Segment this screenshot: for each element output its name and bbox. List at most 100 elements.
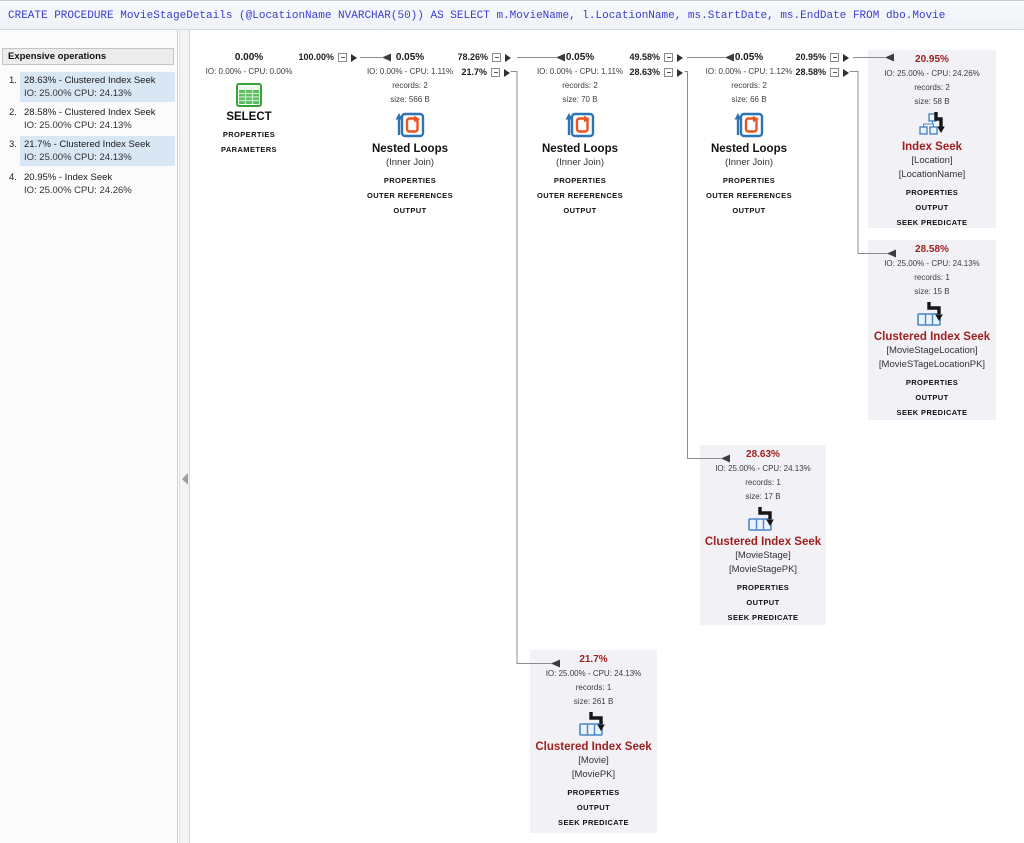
node-link-parameters[interactable]: PARAMETERS: [221, 145, 277, 154]
collapse-box-icon[interactable]: [830, 53, 839, 62]
plan-node-cis-moviestage[interactable]: 28.63% IO: 25.00% - CPU: 24.13% records:…: [700, 449, 826, 622]
node-size: size: 58 B: [914, 97, 950, 106]
item-highlight: [20, 136, 175, 166]
node-link-outer-references[interactable]: OUTER REFERENCES: [537, 191, 623, 200]
item-operation: 20.95% - Index Seek: [24, 172, 113, 183]
arrow-right-icon: [677, 68, 683, 77]
node-name: Clustered Index Seek: [535, 741, 652, 753]
node-link-output[interactable]: OUTPUT: [732, 206, 766, 215]
select-result-icon: [189, 81, 309, 109]
node-name: Nested Loops: [371, 143, 449, 155]
node-link-properties[interactable]: PROPERTIES: [553, 176, 607, 185]
expensive-op-item-3[interactable]: 3. 21.7% - Clustered Index Seek IO: 25.0…: [0, 136, 178, 168]
node-link-properties[interactable]: PROPERTIES: [736, 583, 790, 592]
collapse-box-icon[interactable]: [492, 53, 501, 62]
node-index: [MovieStagePK]: [728, 564, 798, 575]
node-name: Index Seek: [901, 141, 963, 153]
node-records: records: 2: [562, 81, 598, 90]
collapse-box-icon[interactable]: [664, 68, 673, 77]
node-link-outer-references[interactable]: OUTER REFERENCES: [367, 191, 453, 200]
panel-splitter[interactable]: [179, 30, 190, 843]
expensive-operations-header: Expensive operations: [2, 48, 174, 65]
arrow-right-icon: [505, 53, 511, 62]
node-object: [MovieStageLocation]: [886, 345, 978, 356]
node-cost-percent: 20.95%: [915, 54, 949, 65]
node-link-properties[interactable]: PROPERTIES: [722, 176, 776, 185]
edge-cost-percent: 78.26%: [457, 52, 488, 62]
node-records: records: 1: [745, 478, 781, 487]
node-subtitle: (Inner Join): [555, 157, 605, 168]
node-size: size: 66 B: [731, 95, 767, 104]
expensive-operations-panel: Expensive operations 1. 28.63% - Cluster…: [0, 30, 178, 843]
collapse-box-icon[interactable]: [491, 68, 500, 77]
node-size: size: 15 B: [914, 287, 950, 296]
node-link-output[interactable]: OUTPUT: [576, 803, 611, 812]
node-link-output[interactable]: OUTPUT: [915, 203, 949, 212]
node-link-properties[interactable]: PROPERTIES: [567, 788, 620, 797]
clustered-index-seek-icon: [700, 506, 826, 534]
arrow-right-icon: [351, 53, 357, 62]
node-link-properties[interactable]: PROPERTIES: [383, 176, 437, 185]
plan-node-nested-loops-1[interactable]: 0.05% IO: 0.00% - CPU: 1.11% records: 2 …: [335, 52, 485, 215]
item-io-cpu: IO: 25.00% CPU: 24.13%: [24, 88, 132, 99]
node-records: records: 2: [392, 81, 428, 90]
node-link-properties[interactable]: PROPERTIES: [905, 188, 959, 197]
edge-nl3-cis-moviestagelocation: 28.58%: [795, 67, 849, 78]
item-number: 2.: [9, 107, 17, 118]
collapse-box-icon[interactable]: [664, 53, 673, 62]
node-subtitle: (Inner Join): [724, 157, 774, 168]
plan-node-cis-moviestagelocation[interactable]: 28.58% IO: 25.00% - CPU: 24.13% records:…: [868, 244, 996, 417]
node-index: [LocationName]: [898, 169, 966, 180]
item-operation: 28.58% - Clustered Index Seek: [24, 107, 156, 118]
node-link-outer-references[interactable]: OUTER REFERENCES: [706, 191, 792, 200]
sql-text: CREATE PROCEDURE MovieStageDetails (@Loc…: [8, 10, 946, 22]
node-io-cpu: IO: 25.00% - CPU: 24.13%: [884, 259, 980, 268]
node-records: records: 1: [914, 273, 950, 282]
plan-node-nested-loops-3[interactable]: 0.05% IO: 0.00% - CPU: 1.12% records: 2 …: [674, 52, 824, 215]
node-link-properties[interactable]: PROPERTIES: [905, 378, 959, 387]
node-link-output[interactable]: OUTPUT: [563, 206, 597, 215]
edge-nl1-nl2: 78.26%: [457, 52, 511, 63]
node-cost-percent: 21.7%: [579, 654, 608, 665]
node-panel-index-seek: [868, 50, 996, 228]
plan-node-index-seek-location[interactable]: 20.95% IO: 25.00% - CPU: 24.26% records:…: [868, 54, 996, 227]
node-records: records: 1: [575, 683, 612, 692]
node-link-output[interactable]: OUTPUT: [746, 598, 780, 607]
node-index: [MovieSTageLocationPK]: [878, 359, 986, 370]
node-size: size: 70 B: [562, 95, 598, 104]
node-index: [MoviePK]: [571, 769, 616, 780]
node-link-properties[interactable]: PROPERTIES: [222, 130, 276, 139]
node-panel-cis-movie: [530, 650, 657, 833]
plan-node-nested-loops-2[interactable]: 0.05% IO: 0.00% - CPU: 1.11% records: 2 …: [505, 52, 655, 215]
node-name: Clustered Index Seek: [873, 331, 991, 343]
item-number: 3.: [9, 139, 17, 150]
clustered-index-seek-icon: [530, 711, 657, 739]
expensive-op-item-2[interactable]: 2. 28.58% - Clustered Index Seek IO: 25.…: [0, 106, 178, 136]
arrow-right-icon: [843, 53, 849, 62]
node-link-output[interactable]: OUTPUT: [393, 206, 427, 215]
item-operation: 21.7% - Clustered Index Seek: [24, 139, 151, 150]
plan-node-select[interactable]: 0.00% IO: 0.00% - CPU: 0.00% SELECT PROP…: [189, 52, 309, 154]
node-io-cpu: IO: 0.00% - CPU: 0.00%: [205, 67, 293, 76]
node-io-cpu: IO: 0.00% - CPU: 1.12%: [705, 67, 793, 76]
expensive-op-item-1[interactable]: 1. 28.63% - Clustered Index Seek IO: 25.…: [0, 72, 178, 104]
item-io-cpu: IO: 25.00% CPU: 24.13%: [24, 120, 132, 131]
node-link-seek-predicate[interactable]: SEEK PREDICATE: [896, 218, 968, 227]
node-io-cpu: IO: 0.00% - CPU: 1.11%: [536, 67, 624, 76]
node-link-seek-predicate[interactable]: SEEK PREDICATE: [558, 818, 629, 827]
node-panel-cis-moviestage: [700, 445, 826, 625]
plan-node-cis-movie[interactable]: 21.7% IO: 25.00% - CPU: 24.13% records: …: [530, 654, 657, 827]
node-io-cpu: IO: 25.00% - CPU: 24.13%: [715, 464, 811, 473]
node-records: records: 2: [731, 81, 767, 90]
node-panel-cis-moviestagelocation: [868, 240, 996, 420]
expensive-op-item-4[interactable]: 4. 20.95% - Index Seek IO: 25.00% CPU: 2…: [0, 171, 178, 201]
node-link-seek-predicate[interactable]: SEEK PREDICATE: [896, 408, 968, 417]
collapse-box-icon[interactable]: [830, 68, 839, 77]
node-io-cpu: IO: 25.00% - CPU: 24.26%: [884, 69, 980, 78]
node-name: SELECT: [226, 111, 272, 123]
collapse-box-icon[interactable]: [338, 53, 347, 62]
splitter-collapse-icon[interactable]: [182, 473, 188, 485]
node-link-output[interactable]: OUTPUT: [915, 393, 949, 402]
sql-statement-bar[interactable]: CREATE PROCEDURE MovieStageDetails (@Loc…: [0, 0, 1024, 30]
node-link-seek-predicate[interactable]: SEEK PREDICATE: [727, 613, 799, 622]
